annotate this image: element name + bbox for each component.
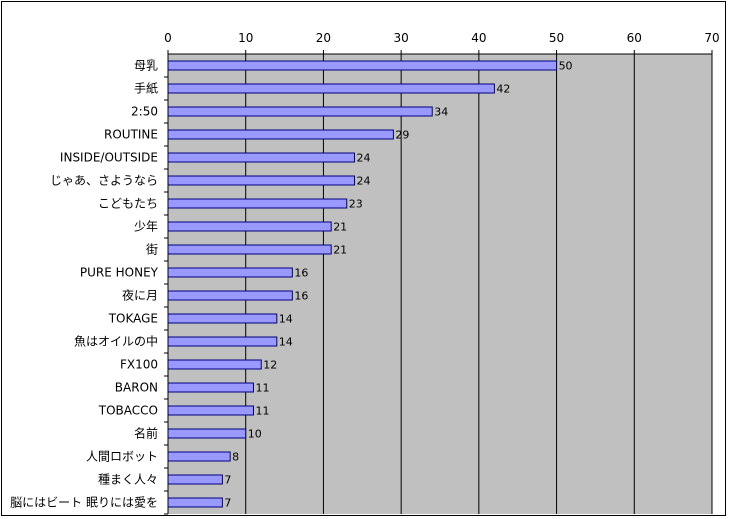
- bar-value-label: 16: [294, 290, 308, 303]
- category-label: こどもたち: [98, 197, 158, 211]
- category-label: 2:50: [131, 105, 158, 119]
- category-label: 脳にはビート 眠りには愛を: [10, 496, 158, 510]
- x-tick-label: 60: [627, 31, 642, 45]
- category-label: INSIDE/OUTSIDE: [60, 151, 158, 165]
- bar: [167, 198, 348, 209]
- bar: [167, 382, 254, 393]
- bar: [167, 106, 433, 117]
- x-tick-label: 10: [238, 31, 253, 45]
- bar: [167, 152, 356, 163]
- bar: [167, 428, 247, 439]
- category-label: TOKAGE: [108, 312, 158, 326]
- bar-value-label: 16: [294, 267, 308, 280]
- bar-value-label: 7: [224, 474, 231, 487]
- bar: [167, 221, 332, 232]
- bar-value-label: 8: [232, 451, 239, 464]
- bar-value-label: 12: [263, 359, 277, 372]
- category-label: 夜に月: [122, 288, 158, 303]
- bar: [167, 497, 223, 508]
- bar-value-label: 24: [357, 175, 371, 188]
- x-tick-label: 40: [471, 31, 486, 45]
- category-label: 手紙: [134, 81, 158, 96]
- bar: [167, 290, 293, 301]
- category-label: 人間ロボット: [86, 450, 158, 464]
- category-label: 母乳: [134, 59, 158, 73]
- bar-value-label: 24: [357, 152, 371, 165]
- category-label: PURE HONEY: [80, 266, 159, 280]
- category-label: FX100: [120, 358, 158, 372]
- bar-value-label: 34: [434, 106, 448, 119]
- bar: [167, 175, 356, 186]
- bar-value-label: 50: [559, 60, 573, 73]
- category-label: BARON: [115, 381, 158, 395]
- x-tick-label: 30: [394, 31, 409, 45]
- bar: [167, 474, 223, 485]
- bar: [167, 129, 394, 140]
- bar-value-label: 11: [255, 382, 269, 395]
- x-tick-label: 70: [704, 31, 719, 45]
- bar-value-label: 23: [349, 198, 363, 211]
- category-label: ROUTINE: [104, 128, 158, 142]
- bar: [167, 336, 278, 347]
- x-tick-label: 50: [549, 31, 564, 45]
- x-tick-label: 0: [164, 31, 172, 45]
- category-label: 名前: [134, 426, 158, 441]
- bar-value-label: 11: [255, 405, 269, 418]
- x-axis-ticks: 0 10 20 30 40 50 60 70: [164, 31, 720, 54]
- bar-value-label: 7: [224, 497, 231, 510]
- plot-area: [168, 54, 712, 514]
- bar-value-label: 42: [496, 83, 510, 96]
- category-label: 魚はオイルの中: [74, 334, 158, 349]
- bar-value-label: 21: [333, 244, 347, 257]
- bar-value-label: 21: [333, 221, 347, 234]
- bar-value-label: 29: [395, 129, 409, 142]
- bar-value-label: 14: [279, 336, 293, 349]
- category-label: 種まく人々: [98, 473, 158, 487]
- category-label: 少年: [134, 220, 158, 234]
- bar: [167, 451, 231, 462]
- category-label: 街: [146, 243, 158, 257]
- bar: [167, 313, 278, 324]
- category-label: TOBACCO: [98, 404, 158, 418]
- bar: [167, 267, 293, 278]
- bar: [167, 83, 495, 94]
- bar: [167, 244, 332, 255]
- bar: [167, 60, 558, 71]
- bar: [167, 405, 254, 416]
- category-label: じゃあ、さようなら: [50, 174, 158, 188]
- x-tick-label: 20: [316, 31, 331, 45]
- bar: [167, 359, 262, 370]
- bar-value-label: 14: [279, 313, 293, 326]
- bar-value-label: 10: [248, 428, 262, 441]
